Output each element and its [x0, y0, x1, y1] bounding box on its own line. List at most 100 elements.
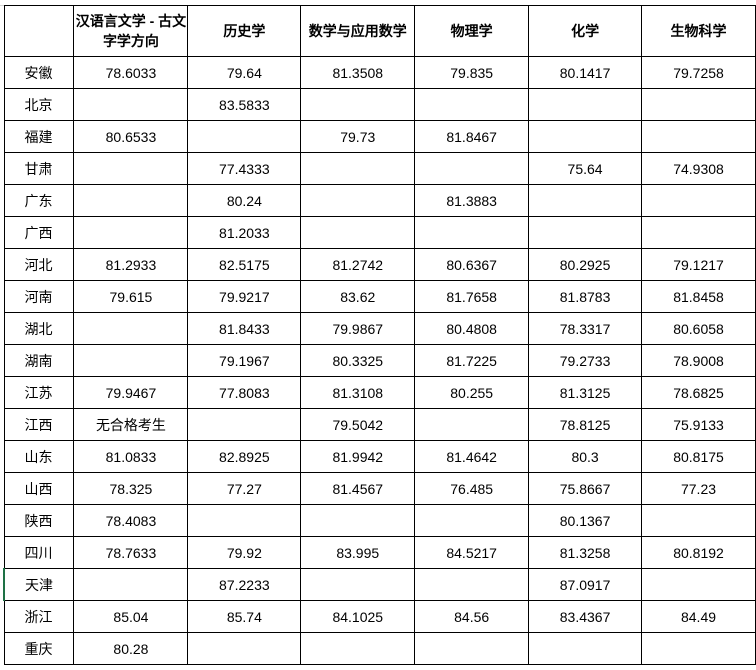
score-cell[interactable]: 84.5217 — [414, 536, 530, 569]
province-cell[interactable]: 江西 — [3, 408, 75, 441]
score-cell[interactable]: 75.8667 — [528, 472, 643, 505]
province-cell[interactable]: 北京 — [3, 88, 75, 121]
province-cell[interactable]: 广西 — [3, 216, 75, 249]
score-cell[interactable] — [641, 120, 756, 153]
score-cell[interactable]: 75.9133 — [641, 408, 756, 441]
score-cell[interactable] — [641, 216, 756, 249]
score-cell[interactable]: 83.995 — [300, 536, 416, 569]
score-cell[interactable]: 79.64 — [187, 56, 302, 89]
score-cell[interactable]: 80.28 — [73, 632, 189, 665]
score-cell[interactable] — [300, 152, 416, 185]
score-cell[interactable]: 79.92 — [187, 536, 302, 569]
column-header[interactable]: 汉语言文学 - 古文字学方向 — [73, 5, 189, 57]
score-cell[interactable]: 81.8783 — [528, 280, 643, 313]
score-cell[interactable]: 81.3883 — [414, 184, 530, 217]
score-cell[interactable]: 78.325 — [73, 472, 189, 505]
province-cell[interactable]: 天津 — [3, 568, 75, 601]
column-header[interactable]: 物理学 — [414, 5, 530, 57]
score-cell[interactable]: 77.23 — [641, 472, 756, 505]
score-cell[interactable]: 80.1367 — [528, 504, 643, 537]
score-cell[interactable] — [414, 632, 530, 665]
score-cell[interactable]: 79.9217 — [187, 280, 302, 313]
province-cell[interactable]: 福建 — [3, 120, 75, 153]
score-cell[interactable]: 80.2925 — [528, 248, 643, 281]
score-cell[interactable]: 78.4083 — [73, 504, 189, 537]
score-cell[interactable]: 79.2733 — [528, 344, 643, 377]
score-cell[interactable]: 79.5042 — [300, 408, 416, 441]
province-cell[interactable]: 陕西 — [3, 504, 75, 537]
score-cell[interactable] — [73, 568, 189, 601]
score-cell[interactable]: 83.62 — [300, 280, 416, 313]
score-cell[interactable]: 77.4333 — [187, 152, 302, 185]
score-cell[interactable]: 81.4642 — [414, 440, 530, 473]
score-cell[interactable]: 84.1025 — [300, 600, 416, 633]
province-cell[interactable]: 广东 — [3, 184, 75, 217]
score-cell[interactable] — [300, 632, 416, 665]
score-cell[interactable] — [73, 312, 189, 345]
column-header[interactable]: 生物科学 — [641, 5, 756, 57]
score-cell[interactable]: 79.1967 — [187, 344, 302, 377]
score-cell[interactable]: 81.2033 — [187, 216, 302, 249]
score-cell[interactable] — [414, 216, 530, 249]
score-cell[interactable]: 79.7258 — [641, 56, 756, 89]
score-cell[interactable]: 80.8175 — [641, 440, 756, 473]
score-cell[interactable] — [414, 408, 530, 441]
score-cell[interactable] — [641, 88, 756, 121]
score-cell[interactable]: 84.49 — [641, 600, 756, 633]
score-cell[interactable] — [414, 504, 530, 537]
score-cell[interactable]: 78.8125 — [528, 408, 643, 441]
score-cell[interactable]: 81.8458 — [641, 280, 756, 313]
score-cell[interactable]: 78.6825 — [641, 376, 756, 409]
province-cell[interactable]: 山西 — [3, 472, 75, 505]
province-cell[interactable]: 浙江 — [3, 600, 75, 633]
score-cell[interactable]: 79.73 — [300, 120, 416, 153]
score-cell[interactable]: 79.9867 — [300, 312, 416, 345]
province-cell[interactable]: 山东 — [3, 440, 75, 473]
score-cell[interactable]: 81.7658 — [414, 280, 530, 313]
province-cell[interactable]: 四川 — [3, 536, 75, 569]
score-cell[interactable] — [414, 88, 530, 121]
score-cell[interactable]: 85.74 — [187, 600, 302, 633]
column-header[interactable]: 数学与应用数学 — [300, 5, 416, 57]
score-cell[interactable]: 78.9008 — [641, 344, 756, 377]
score-cell[interactable] — [73, 152, 189, 185]
score-cell[interactable]: 82.8925 — [187, 440, 302, 473]
score-cell[interactable] — [528, 184, 643, 217]
score-cell[interactable] — [73, 88, 189, 121]
province-cell[interactable]: 江苏 — [3, 376, 75, 409]
province-cell[interactable]: 安徽 — [3, 56, 75, 89]
score-cell[interactable] — [187, 408, 302, 441]
province-cell[interactable]: 湖南 — [3, 344, 75, 377]
score-cell[interactable]: 83.4367 — [528, 600, 643, 633]
score-cell[interactable] — [187, 504, 302, 537]
score-cell[interactable]: 83.5833 — [187, 88, 302, 121]
score-cell[interactable] — [300, 184, 416, 217]
score-cell[interactable]: 80.8192 — [641, 536, 756, 569]
score-cell[interactable]: 74.9308 — [641, 152, 756, 185]
score-cell[interactable]: 79.9467 — [73, 376, 189, 409]
score-cell[interactable]: 79.1217 — [641, 248, 756, 281]
province-cell[interactable]: 重庆 — [3, 632, 75, 665]
score-cell[interactable]: 81.2933 — [73, 248, 189, 281]
score-cell[interactable]: 80.3325 — [300, 344, 416, 377]
score-cell[interactable]: 77.27 — [187, 472, 302, 505]
score-cell[interactable] — [187, 632, 302, 665]
score-cell[interactable] — [641, 504, 756, 537]
score-cell[interactable] — [73, 344, 189, 377]
score-cell[interactable]: 79.615 — [73, 280, 189, 313]
score-cell[interactable] — [300, 568, 416, 601]
score-cell[interactable] — [641, 568, 756, 601]
score-cell[interactable]: 80.6058 — [641, 312, 756, 345]
score-cell[interactable]: 87.0917 — [528, 568, 643, 601]
score-cell[interactable]: 81.4567 — [300, 472, 416, 505]
score-cell[interactable]: 78.3317 — [528, 312, 643, 345]
score-cell[interactable]: 81.0833 — [73, 440, 189, 473]
score-cell[interactable] — [528, 120, 643, 153]
score-cell[interactable] — [300, 504, 416, 537]
score-cell[interactable] — [187, 120, 302, 153]
score-cell[interactable]: 76.485 — [414, 472, 530, 505]
score-cell[interactable]: 79.835 — [414, 56, 530, 89]
score-cell[interactable]: 78.7633 — [73, 536, 189, 569]
score-cell[interactable]: 80.6367 — [414, 248, 530, 281]
score-cell[interactable]: 80.1417 — [528, 56, 643, 89]
